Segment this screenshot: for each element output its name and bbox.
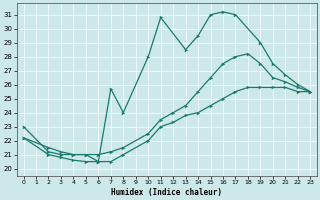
- X-axis label: Humidex (Indice chaleur): Humidex (Indice chaleur): [111, 188, 222, 197]
